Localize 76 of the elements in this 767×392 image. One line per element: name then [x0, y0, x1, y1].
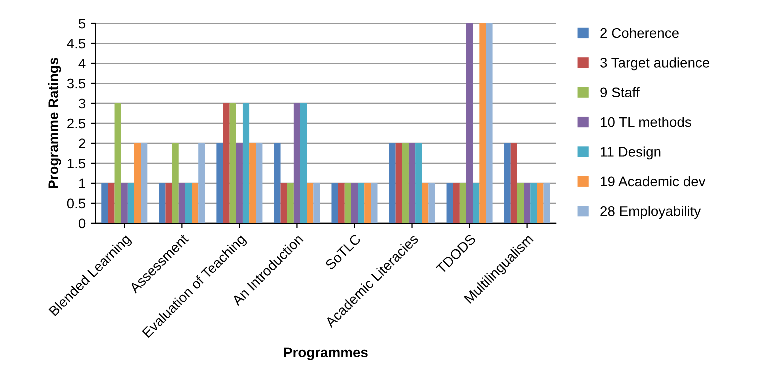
bar: [416, 143, 422, 224]
bar: [544, 183, 550, 224]
bar: [242, 103, 250, 224]
bar: [344, 183, 352, 224]
bar: [178, 183, 186, 224]
bar: [134, 143, 142, 224]
bar: [466, 24, 474, 224]
bar: [351, 183, 358, 224]
bar: [236, 143, 243, 224]
bar: [223, 103, 230, 224]
bar: [446, 183, 454, 224]
bar: [102, 183, 108, 224]
legend-label: 28 Employability: [600, 206, 702, 220]
bar: [300, 103, 308, 224]
bar: [121, 183, 128, 224]
bar: [256, 143, 263, 224]
bar: [307, 183, 314, 224]
bar: [280, 183, 288, 224]
bar: [402, 143, 409, 224]
bar: [108, 183, 115, 224]
bar: [128, 183, 134, 224]
x-axis-title: Programmes: [284, 348, 368, 360]
legend-label: 9 Staff: [600, 87, 640, 98]
y-tick-label: 4: [78, 58, 86, 69]
bar: [159, 183, 166, 224]
bar: [198, 143, 206, 224]
bar: [480, 24, 486, 224]
bar: [460, 183, 466, 224]
bar: [166, 183, 172, 224]
y-tick-label: 5: [78, 18, 86, 29]
bar: [473, 183, 480, 224]
bar: [338, 183, 345, 224]
y-tick-label: 4.5: [67, 38, 86, 49]
bar: [192, 183, 199, 224]
bar: [486, 24, 493, 224]
bar: [524, 183, 531, 224]
bar: [114, 103, 122, 224]
bar: [428, 183, 436, 224]
bar: [358, 183, 365, 224]
bar: [314, 183, 320, 224]
bar: [141, 143, 148, 224]
bar: [504, 143, 511, 224]
y-tick-label: 0.5: [67, 198, 86, 209]
bar: [230, 103, 236, 224]
bar: [250, 143, 256, 224]
legend-label: 10 TL methods: [601, 117, 692, 128]
y-tick-label: 3.5: [67, 78, 86, 89]
bar: [216, 143, 224, 224]
legend-label: 3 Target audience: [600, 58, 710, 71]
bar: [364, 183, 372, 224]
legend-label: 2 Coherence: [600, 28, 679, 38]
bar: [510, 143, 518, 224]
bar: [172, 143, 179, 224]
bar: [537, 183, 544, 224]
bar: [453, 183, 460, 224]
bar: [371, 183, 378, 224]
bar: [517, 183, 524, 224]
y-tick-label: 2.5: [68, 118, 86, 129]
y-axis-title: Programme Ratings: [48, 58, 62, 189]
bar: [185, 183, 192, 224]
y-tick-label: 3: [78, 98, 86, 109]
legend-label: 11 Design: [601, 146, 661, 160]
bar: [422, 183, 429, 224]
y-tick-label: 1: [79, 178, 86, 188]
bar: [408, 143, 416, 224]
bar: [274, 143, 281, 224]
bar: [396, 143, 402, 224]
bar: [530, 183, 538, 224]
bar: [389, 143, 396, 224]
legend-label: 19 Academic dev: [601, 176, 706, 187]
y-tick-label: 1.5: [68, 158, 86, 169]
y-tick-label: 2: [79, 138, 86, 149]
y-tick-label: 0: [78, 218, 86, 229]
bar: [287, 183, 294, 224]
bar: [294, 103, 300, 224]
bar: [332, 183, 338, 224]
